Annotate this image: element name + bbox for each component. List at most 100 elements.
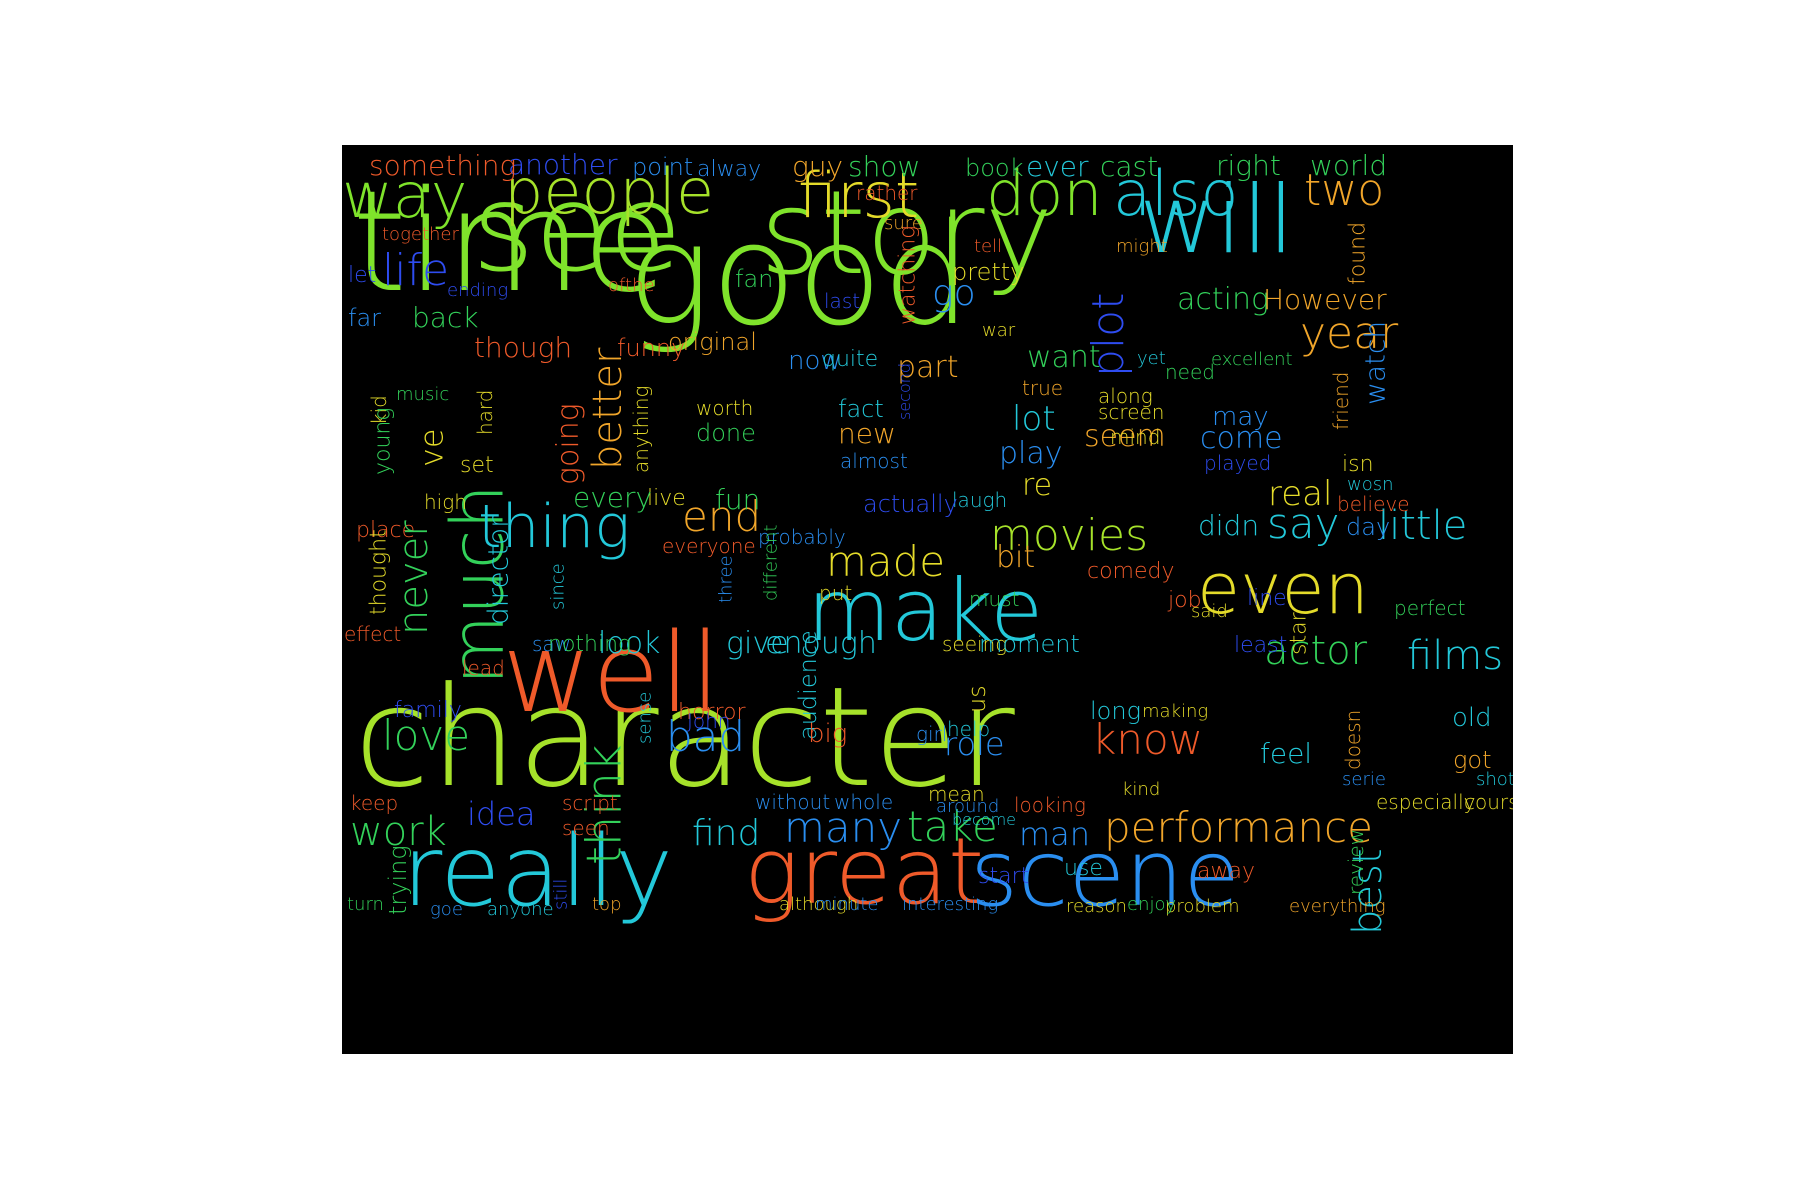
cloud-word: lot bbox=[1012, 399, 1056, 439]
cloud-word: don bbox=[986, 157, 1103, 230]
cloud-word: need bbox=[1165, 360, 1215, 384]
cloud-word: time bbox=[352, 161, 668, 324]
cloud-word: set bbox=[460, 453, 494, 478]
cloud-word: ending bbox=[447, 280, 508, 301]
cloud-word: going bbox=[551, 403, 586, 485]
cloud-word: guy bbox=[792, 150, 843, 183]
cloud-word: well bbox=[502, 609, 721, 737]
cloud-word: young bbox=[371, 407, 396, 475]
cloud-word: acting bbox=[1177, 282, 1269, 317]
cloud-word: friend bbox=[1329, 372, 1353, 431]
cloud-word: us bbox=[963, 685, 991, 713]
cloud-word: seem bbox=[1084, 419, 1166, 454]
cloud-word: fact bbox=[838, 395, 884, 423]
cloud-word: book bbox=[965, 154, 1024, 182]
cloud-word: effect bbox=[344, 622, 401, 646]
cloud-word: great bbox=[744, 818, 984, 925]
cloud-word: tell bbox=[974, 236, 1002, 257]
cloud-word: plot bbox=[1083, 293, 1134, 377]
cloud-word: old bbox=[1452, 703, 1492, 733]
cloud-word: actor bbox=[1264, 628, 1368, 674]
cloud-word: find bbox=[692, 813, 760, 854]
cloud-word: comedy bbox=[1087, 559, 1175, 584]
cloud-word: However bbox=[1263, 283, 1387, 316]
cloud-word: high bbox=[424, 490, 467, 514]
cloud-word: love bbox=[382, 711, 470, 760]
cloud-word: might bbox=[1116, 236, 1168, 257]
cloud-word: ever bbox=[1026, 150, 1089, 183]
cloud-word: music bbox=[396, 384, 449, 405]
cloud-word: moment bbox=[979, 630, 1080, 658]
cloud-word: never bbox=[391, 520, 437, 635]
cloud-word: worth bbox=[696, 396, 753, 420]
cloud-word: little bbox=[1378, 503, 1467, 549]
cloud-word: top bbox=[592, 894, 622, 915]
cloud-word: know bbox=[1092, 715, 1203, 764]
cloud-word: day bbox=[1346, 513, 1390, 541]
cloud-word: problem bbox=[1165, 896, 1239, 917]
cloud-word: feel bbox=[1260, 737, 1312, 770]
cloud-word: idea bbox=[467, 795, 536, 833]
cloud-word: played bbox=[1204, 451, 1271, 475]
cloud-word: three bbox=[715, 555, 736, 603]
cloud-word: screen bbox=[1098, 400, 1164, 424]
cloud-word: along bbox=[1098, 384, 1153, 408]
cloud-word: put bbox=[819, 581, 852, 605]
cloud-word: saw bbox=[532, 632, 571, 656]
cloud-word: good bbox=[627, 194, 971, 357]
cloud-word: use bbox=[1064, 856, 1103, 881]
cloud-word: seen bbox=[562, 816, 610, 840]
cloud-word: take bbox=[907, 802, 998, 851]
cloud-word: keep bbox=[350, 791, 398, 815]
cloud-word: people bbox=[504, 155, 714, 228]
cloud-word: big bbox=[808, 719, 847, 749]
cloud-word: far bbox=[348, 304, 381, 332]
cloud-word: cast bbox=[1100, 150, 1158, 183]
cloud-word: two bbox=[1304, 165, 1384, 216]
cloud-word: first bbox=[798, 159, 919, 232]
cloud-word: reason bbox=[1066, 896, 1127, 917]
cloud-word: also bbox=[1113, 157, 1238, 230]
cloud-word: show bbox=[848, 150, 920, 183]
cloud-word: everything bbox=[1289, 896, 1386, 917]
cloud-word: films bbox=[1407, 633, 1503, 679]
cloud-word: thing bbox=[478, 492, 630, 562]
cloud-word: watch bbox=[1358, 321, 1391, 405]
cloud-word: away bbox=[1197, 859, 1255, 884]
cloud-word: laugh bbox=[952, 488, 1007, 512]
cloud-word: isn bbox=[1342, 452, 1374, 477]
cloud-word: script bbox=[562, 791, 618, 815]
cloud-word: minute bbox=[815, 894, 878, 915]
cloud-word: anything bbox=[629, 385, 653, 473]
cloud-word: let bbox=[348, 263, 376, 288]
cloud-word: making bbox=[1142, 701, 1208, 722]
cloud-word: doesn bbox=[1341, 710, 1365, 770]
cloud-word: look bbox=[598, 626, 660, 661]
cloud-word: war bbox=[982, 320, 1016, 341]
cloud-word: end bbox=[682, 492, 761, 541]
cloud-word: probably bbox=[758, 525, 846, 549]
cloud-word: thought bbox=[367, 529, 392, 615]
cloud-word: back bbox=[412, 301, 479, 334]
cloud-word: watching bbox=[896, 226, 921, 325]
cloud-word: everyone bbox=[662, 534, 756, 558]
cloud-word: horror bbox=[678, 700, 746, 725]
cloud-word: man bbox=[1019, 815, 1090, 853]
cloud-word: shot bbox=[1476, 769, 1513, 790]
cloud-word: think bbox=[576, 744, 632, 865]
cloud-word: goe bbox=[430, 899, 463, 920]
cloud-word: part bbox=[897, 350, 959, 385]
cloud-word: pretty bbox=[952, 258, 1024, 286]
cloud-word: excellent bbox=[1211, 349, 1293, 370]
cloud-word: live bbox=[647, 486, 686, 511]
cloud-word: line bbox=[1247, 586, 1287, 611]
cloud-word: start bbox=[978, 864, 1029, 889]
cloud-word: since bbox=[547, 563, 568, 610]
cloud-word: review bbox=[1344, 829, 1368, 895]
cloud-word: enough bbox=[765, 626, 877, 661]
cloud-word: role bbox=[944, 725, 1005, 763]
cloud-word: long bbox=[1090, 697, 1141, 725]
cloud-word: seeing bbox=[942, 632, 1007, 656]
cloud-word: sure bbox=[884, 213, 923, 234]
